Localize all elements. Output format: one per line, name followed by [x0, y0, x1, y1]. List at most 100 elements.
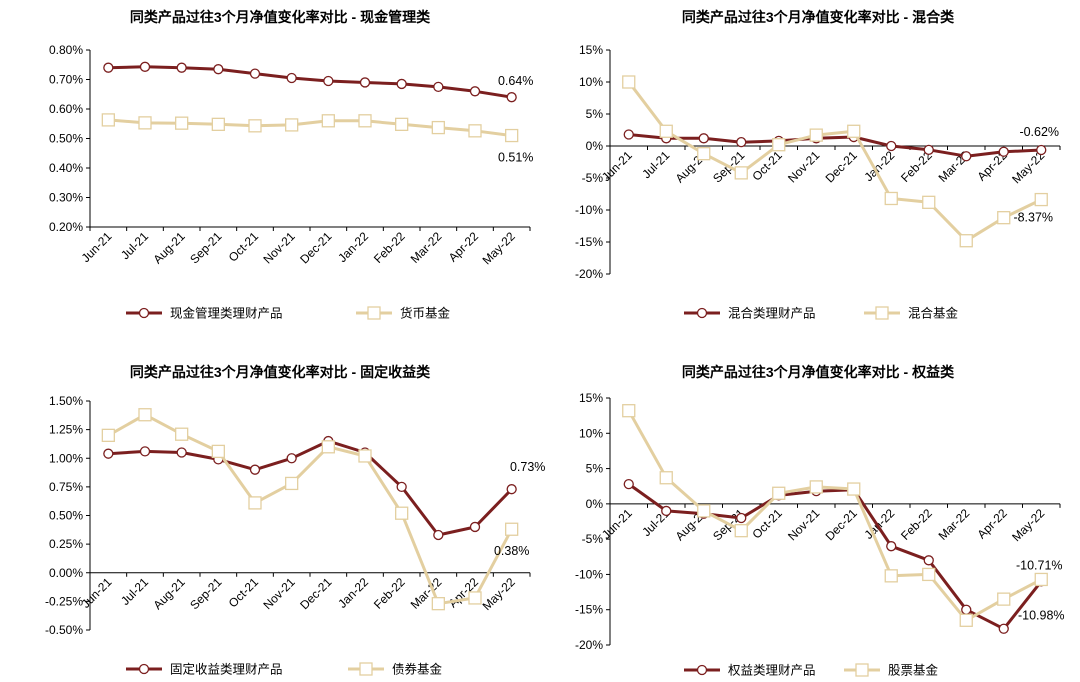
legend-marker: [367, 306, 381, 320]
chart-title: 同类产品过往3个月净值变化率对比 - 权益类: [682, 364, 955, 380]
y-tick-label: 1.50%: [49, 394, 83, 408]
data-label: 0.38%: [494, 544, 529, 558]
y-tick-label: 10%: [579, 75, 603, 89]
data-point: [772, 138, 786, 152]
x-tick-label: May-22: [1009, 506, 1047, 544]
data-point: [286, 72, 297, 84]
chart-title: 同类产品过往3个月净值变化率对比 - 现金管理类: [130, 9, 431, 25]
data-point: [659, 471, 673, 485]
x-tick-label: Dec-21: [297, 229, 334, 266]
legend-label: 股票基金: [888, 663, 939, 678]
x-tick-label: Jan-22: [335, 229, 371, 265]
data-point: [469, 521, 481, 533]
data-point: [286, 453, 297, 464]
data-point: [103, 448, 114, 459]
x-tick-label: Feb-22: [371, 575, 408, 612]
x-tick-label: Sep-21: [187, 229, 224, 266]
legend-label: 固定收益类理财产品: [170, 662, 283, 677]
legend-label: 货币基金: [400, 306, 451, 321]
data-point: [395, 506, 409, 520]
data-point: [961, 151, 972, 162]
x-tick-label: Jul-21: [118, 229, 151, 262]
data-point: [922, 567, 936, 582]
legend-label: 现金管理类理财产品: [170, 306, 283, 321]
x-tick-label: Dec-21: [297, 575, 334, 612]
data-label: -0.62%: [1019, 125, 1059, 139]
data-point: [622, 404, 636, 418]
y-tick-label: 0.40%: [49, 161, 83, 175]
chart-title: 同类产品过往3个月净值变化率对比 - 混合类: [682, 9, 955, 25]
data-point: [961, 604, 972, 615]
x-tick-label: Jun-21: [599, 148, 635, 184]
data-point: [997, 592, 1011, 606]
x-tick-label: Nov-21: [261, 229, 298, 266]
data-point: [211, 117, 225, 131]
data-point: [922, 195, 936, 209]
data-point: [249, 68, 261, 79]
y-tick-label: -5%: [582, 532, 604, 546]
data-point: [139, 61, 151, 72]
legend-label: 混合类理财产品: [728, 306, 816, 321]
x-tick-label: Aug-21: [151, 575, 188, 612]
data-point: [211, 444, 225, 459]
data-point: [734, 524, 748, 538]
series-line: [628, 133, 1042, 158]
x-tick-label: Apr-22: [974, 506, 1010, 542]
x-tick-label: Dec-21: [823, 148, 860, 185]
y-tick-label: 0.75%: [49, 480, 83, 494]
data-point: [1034, 572, 1048, 587]
data-point: [176, 447, 187, 458]
y-tick-label: 5%: [586, 462, 604, 476]
y-tick-label: -15%: [575, 235, 603, 249]
y-tick-label: -20%: [575, 267, 603, 281]
data-point: [431, 120, 445, 135]
data-point: [248, 119, 262, 133]
x-tick-label: Mar-22: [408, 229, 445, 266]
y-tick-label: -10%: [575, 567, 603, 581]
legend-marker: [875, 306, 889, 320]
y-tick-label: 0.80%: [49, 43, 83, 57]
data-point: [959, 234, 973, 248]
data-point: [623, 129, 634, 140]
data-point: [285, 476, 299, 491]
x-tick-label: Aug-21: [151, 229, 188, 266]
data-point: [323, 75, 334, 87]
chart-panel-mixed: 同类产品过往3个月净值变化率对比 - 混合类 15% 10% 5% 0% -5% -10%…: [575, 9, 1061, 321]
data-point: [213, 64, 224, 75]
x-tick-label: Sep-21: [187, 575, 224, 612]
data-label: 0.64%: [498, 74, 533, 88]
data-point: [468, 124, 482, 138]
data-point: [809, 480, 823, 494]
y-tick-label: 0.20%: [49, 220, 83, 234]
y-tick-label: 0.60%: [49, 102, 83, 116]
chart-panel-fixed-income: 同类产品过往3个月净值变化率对比 - 固定收益类 1.50% 1.25% 1.00%…: [45, 364, 545, 677]
x-tick-label: Jan-22: [335, 575, 371, 611]
data-point: [138, 116, 152, 130]
series-line: [108, 65, 512, 99]
data-point: [997, 211, 1011, 225]
data-point: [847, 124, 861, 138]
legend-marker: [138, 663, 150, 675]
data-point: [358, 449, 372, 463]
y-tick-label: 0.50%: [49, 509, 83, 523]
data-point: [248, 496, 262, 510]
data-label: 0.51%: [498, 151, 533, 165]
y-tick-label: 0.00%: [49, 566, 83, 580]
y-tick-label: -15%: [575, 603, 603, 617]
legend-marker: [359, 662, 373, 676]
data-point: [847, 482, 861, 496]
legend-marker: [696, 307, 708, 319]
data-point: [998, 146, 1009, 157]
data-point: [736, 512, 747, 524]
data-point: [396, 481, 407, 493]
legend-label: 权益类理财产品: [728, 663, 816, 678]
x-tick-label: Feb-22: [898, 506, 935, 543]
data-point: [959, 613, 973, 627]
data-point: [923, 144, 934, 155]
legend-label: 混合基金: [908, 306, 959, 321]
data-point: [505, 522, 519, 536]
data-point: [1034, 192, 1048, 207]
data-point: [884, 191, 898, 206]
data-label: 0.73%: [510, 460, 545, 474]
data-point: [506, 484, 517, 495]
